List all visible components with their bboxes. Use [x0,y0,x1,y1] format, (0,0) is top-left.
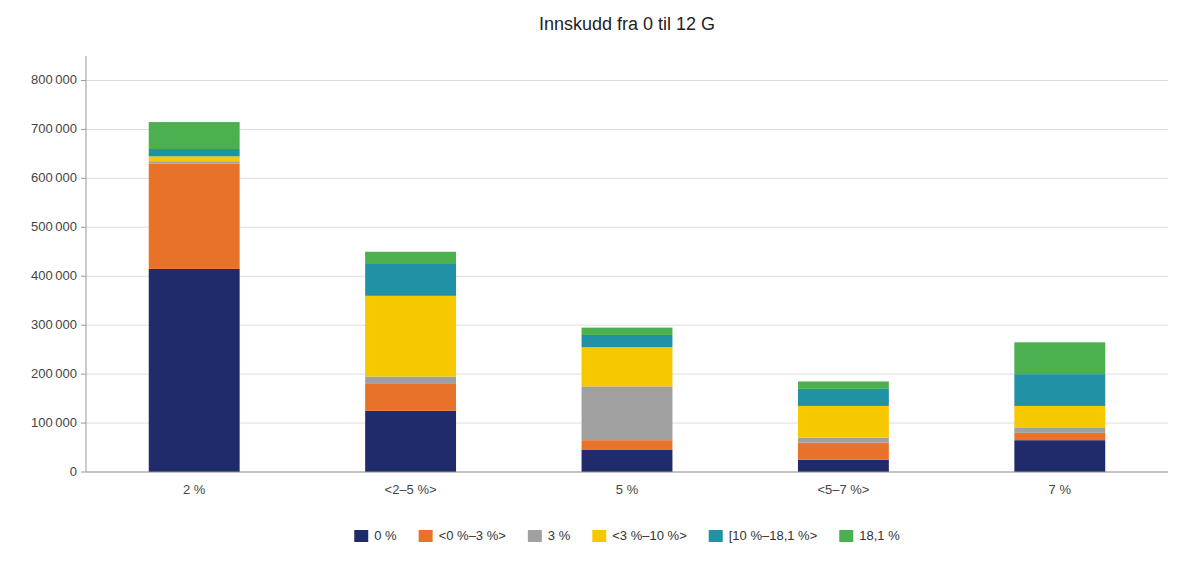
grid-line [86,472,1168,473]
y-axis: 0 100 000 200 000 300 000 400 000 500 000 600 … [31,56,1168,479]
bar-segment [582,450,673,472]
bar-segment [582,335,673,347]
tick-mark [81,472,86,473]
tick-label: 400 000 [31,268,77,283]
background [0,0,1198,568]
grid-line [86,325,1168,326]
bar-segment [365,377,456,384]
tick-mark [81,129,86,130]
grid-line [86,227,1168,228]
bar-segment [149,269,240,472]
bar-segment [1014,440,1105,472]
bar-segment [1014,406,1105,428]
tick-label: 600 000 [31,170,77,185]
bar-segment [1014,433,1105,440]
bar-segment [149,149,240,156]
bar-segment [149,161,240,163]
bar-segment [365,384,456,411]
bar-segment [582,328,673,335]
bar-segment [365,264,456,296]
tick-mark [81,325,86,326]
bar-segment [798,406,889,438]
bar-segment [365,252,456,264]
category-label: 2 % [183,482,206,497]
legend-item: 0 % [354,528,397,543]
bar-segment [149,122,240,149]
tick-mark [81,276,86,277]
legend-swatch [592,530,606,542]
grid-line [86,80,1168,81]
legend-swatch [354,530,368,542]
legend-item: <0 %–3 %> [419,528,506,543]
bar-segment [582,347,673,386]
legend-swatch [839,530,853,542]
title: Innskudd fra 0 til 12 G [539,14,715,34]
tick-mark [81,374,86,375]
axis-line [86,56,87,472]
category-label: <2–5 %> [385,482,437,497]
legend-swatch [709,530,723,542]
tick-label: 500 000 [31,219,77,234]
axis-line [86,472,1168,473]
tick-label: 0 [70,464,77,479]
legend: 0 % <0 %–3 %> 3 % <3 %–10 %> [10 %–18,1 %> 18… [354,528,900,543]
legend-item: 18,1 % [839,528,900,543]
legend-swatch [528,530,542,542]
bar-segment [365,411,456,472]
tick-label: 700 000 [31,121,77,136]
tick-label: 800 000 [31,72,77,87]
bar-segment [1014,428,1105,433]
tick-label: 100 000 [31,415,77,430]
bar-segment [365,296,456,377]
bar-segment [798,443,889,460]
tick-mark [81,178,86,179]
bar-segment [798,389,889,406]
bar-segment [1014,374,1105,406]
legend-label: <0 %–3 %> [439,528,506,543]
chart: Innskudd fra 0 til 12 G 0 100 000 200 000 30… [0,0,1198,568]
legend-swatch [419,530,433,542]
legend-item: <3 %–10 %> [592,528,686,543]
legend-label: 0 % [374,528,397,543]
grid-line [86,178,1168,179]
bars [149,122,1105,472]
bar-segment [1014,342,1105,374]
tick-label: 200 000 [31,366,77,381]
tick-mark [81,80,86,81]
bar-segment [582,386,673,440]
bar-segment [798,381,889,388]
category-label: 7 % [1049,482,1072,497]
tick-label: 300 000 [31,317,77,332]
x-axis: 2 % <2–5 %> 5 % <5–7 %> 7 % [86,472,1168,497]
tick-mark [81,227,86,228]
legend-label: <3 %–10 %> [612,528,686,543]
legend-label: [10 %–18,1 %> [729,528,818,543]
bar-segment [149,156,240,161]
bar-segment [149,164,240,269]
legend-label: 3 % [548,528,571,543]
legend-item: [10 %–18,1 %> [709,528,818,543]
category-label: <5–7 %> [817,482,869,497]
bar-segment [798,438,889,443]
category-label: 5 % [616,482,639,497]
legend-item: 3 % [528,528,571,543]
bar-segment [798,460,889,472]
tick-mark [81,423,86,424]
legend-label: 18,1 % [859,528,900,543]
bar-segment [582,440,673,450]
grid-line [86,129,1168,130]
grid-line [86,276,1168,277]
